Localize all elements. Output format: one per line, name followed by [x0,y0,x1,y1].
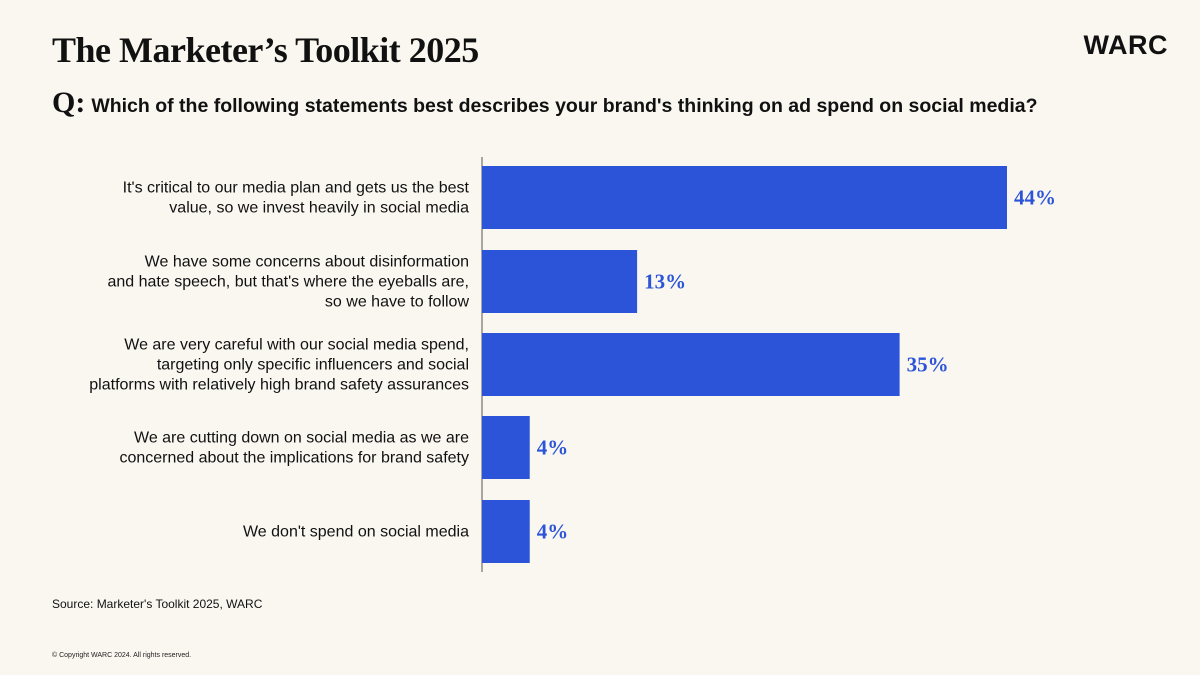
value-label-4: 4% [537,520,569,544]
category-label-0: It's critical to our media plan and gets… [123,180,470,217]
value-label-0: 44% [1014,186,1056,210]
category-label-2: We are very careful with our social medi… [89,337,469,394]
category-label-line: We are cutting down on social media as w… [134,430,469,447]
category-label-line: It's critical to our media plan and gets… [123,180,470,197]
value-label-1: 13% [644,270,686,294]
survey-question: Q: Which of the following statements best… [52,86,1038,125]
category-label-1: We have some concerns about disinformati… [107,254,469,311]
value-label-3: 4% [537,436,569,460]
category-label-4: We don't spend on social media [243,524,469,541]
category-label-line: so we have to follow [325,294,470,311]
value-label-2: 35% [907,353,949,377]
copyright-note: © Copyright WARC 2024. All rights reserv… [52,652,192,659]
category-label-line: and hate speech, but that's where the ey… [107,274,469,291]
source-note: Source: Marketer's Toolkit 2025, WARC [52,597,263,611]
bar-1 [482,250,638,313]
page-title: The Marketer’s Toolkit 2025 [52,30,479,70]
question-text: Which of the following statements best d… [91,95,1038,117]
category-label-line: We are very careful with our social medi… [124,337,469,354]
category-label-line: concerned about the implications for bra… [119,450,469,467]
bar-0 [482,166,1007,229]
category-label-line: We have some concerns about disinformati… [145,254,469,271]
question-prefix: Q: [52,86,86,119]
bar-3 [482,416,530,479]
category-label-3: We are cutting down on social media as w… [119,430,469,467]
bar-4 [482,500,530,563]
bar-2 [482,333,900,396]
warc-logo: WARC [1083,30,1168,60]
category-label-line: targeting only specific influencers and … [157,357,469,374]
category-label-line: value, so we invest heavily in social me… [169,200,469,217]
category-label-line: platforms with relatively high brand saf… [89,377,469,394]
category-label-line: We don't spend on social media [243,524,469,541]
